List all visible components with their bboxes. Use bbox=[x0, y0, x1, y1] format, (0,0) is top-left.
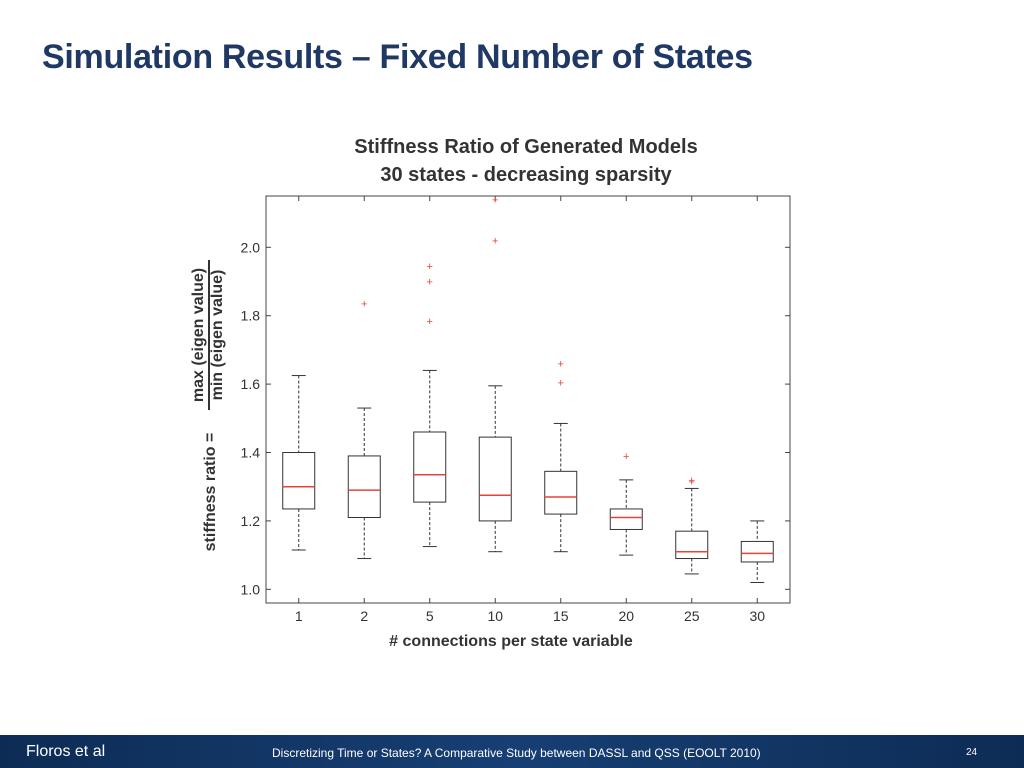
slide-title: Simulation Results – Fixed Number of Sta… bbox=[42, 38, 753, 76]
box-10: ++ bbox=[478, 194, 512, 553]
x-tick-label: 1 bbox=[295, 608, 303, 624]
y-label-denominator: min (eigen value) bbox=[209, 270, 226, 401]
page-number: 24 bbox=[966, 747, 978, 758]
outlier-point: + bbox=[427, 261, 433, 273]
box-body bbox=[544, 470, 578, 515]
outlier-point: + bbox=[558, 359, 564, 371]
y-axis-label: stiffness ratio = max (eigen value) min … bbox=[190, 260, 226, 551]
y-tick-label: 1.0 bbox=[241, 581, 261, 597]
box-body bbox=[413, 431, 447, 503]
outlier-point: + bbox=[623, 451, 629, 463]
footer-bar: Floros et al Discretizing Time or States… bbox=[0, 735, 1024, 768]
footer-author: Floros et al bbox=[26, 743, 106, 760]
x-tick-label: 5 bbox=[426, 608, 434, 624]
box-body bbox=[740, 540, 774, 563]
x-tick-label: 10 bbox=[487, 608, 503, 624]
box-1 bbox=[282, 375, 316, 551]
plot-frame bbox=[265, 195, 791, 604]
box-2: + bbox=[347, 299, 381, 560]
y-tick-label: 1.2 bbox=[241, 513, 261, 529]
box-body bbox=[478, 436, 512, 522]
outlier-point: + bbox=[427, 277, 433, 289]
x-tick-label: 15 bbox=[553, 608, 569, 624]
y-label-numerator: max (eigen value) bbox=[190, 268, 207, 402]
chart-title: Stiffness Ratio of Generated Models bbox=[354, 136, 697, 158]
x-tick-label: 20 bbox=[618, 608, 634, 624]
x-tick-label: 2 bbox=[360, 608, 368, 624]
box-series: +++++++++++ bbox=[282, 194, 774, 583]
box-plot-chart: Stiffness Ratio of Generated Models 30 s… bbox=[190, 136, 791, 650]
box-body bbox=[282, 452, 316, 510]
y-tick-label: 1.8 bbox=[241, 308, 261, 324]
outlier-point: + bbox=[689, 477, 695, 489]
y-label-prefix: stiffness ratio = bbox=[202, 433, 219, 552]
outlier-point: + bbox=[558, 377, 564, 389]
box-body bbox=[675, 530, 709, 560]
x-axis-ticks: 1 2 5 10 15 20 25 30 bbox=[295, 196, 765, 624]
box-25: ++ bbox=[675, 475, 709, 575]
y-tick-label: 2.0 bbox=[241, 239, 261, 255]
y-tick-label: 1.6 bbox=[241, 376, 261, 392]
x-tick-label: 30 bbox=[749, 608, 765, 624]
outlier-point: + bbox=[427, 316, 433, 328]
outlier-point: + bbox=[689, 475, 695, 487]
box-15: ++ bbox=[544, 359, 578, 553]
outlier-point: + bbox=[361, 299, 367, 311]
y-tick-label: 1.4 bbox=[241, 445, 261, 461]
footer-citation: Discretizing Time or States? A Comparati… bbox=[272, 746, 761, 760]
box-20: + bbox=[609, 451, 643, 556]
box-body bbox=[347, 455, 381, 518]
box-body bbox=[609, 508, 643, 530]
x-axis-label: # connections per state variable bbox=[389, 633, 633, 650]
box-5: + + + bbox=[413, 261, 447, 548]
outlier-point: + bbox=[492, 194, 498, 206]
x-tick-label: 25 bbox=[684, 608, 700, 624]
chart-subtitle: 30 states - decreasing sparsity bbox=[380, 164, 672, 186]
y-axis-ticks: 1.0 1.2 1.4 1.6 1.8 2.0 bbox=[241, 239, 790, 597]
box-30 bbox=[740, 520, 774, 583]
outlier-point: + bbox=[492, 235, 498, 247]
